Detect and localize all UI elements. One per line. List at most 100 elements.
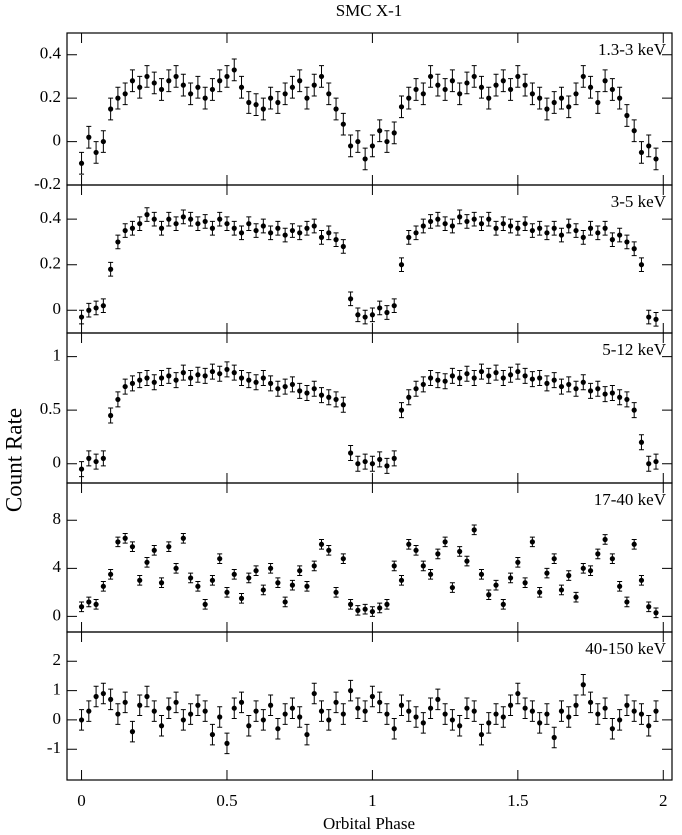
data-point — [602, 536, 608, 543]
data-point — [537, 375, 543, 381]
data-point — [457, 375, 463, 381]
data-point — [544, 230, 550, 236]
data-point — [522, 705, 528, 711]
data-point — [435, 377, 441, 383]
data-point — [500, 221, 506, 227]
data-point — [617, 583, 623, 589]
data-point — [384, 601, 390, 607]
data-point — [188, 216, 194, 222]
data-point — [537, 720, 543, 726]
data-point — [449, 78, 455, 84]
y-tick-label: -0.2 — [34, 174, 61, 193]
data-point — [435, 82, 441, 88]
data-point — [377, 456, 383, 463]
data-point — [362, 606, 368, 612]
panel-frame — [66, 32, 673, 186]
data-point — [515, 368, 521, 375]
data-point — [253, 102, 259, 108]
data-point — [355, 138, 361, 145]
panel-label: 1.3-3 keV — [598, 40, 667, 59]
data-point — [435, 551, 441, 557]
data-point — [638, 711, 645, 717]
data-point — [464, 558, 470, 564]
data-point — [544, 570, 550, 576]
data-point — [318, 541, 325, 547]
data-point — [544, 380, 550, 386]
y-tick-label: 1 — [53, 345, 62, 364]
data-point — [304, 583, 310, 589]
data-point — [304, 731, 310, 738]
data-point — [231, 67, 237, 73]
data-point — [311, 563, 317, 569]
data-point — [122, 227, 128, 234]
data-point — [100, 583, 106, 589]
x-tick-label: 2 — [659, 791, 668, 810]
data-point — [486, 95, 492, 101]
data-point — [522, 82, 528, 88]
data-point — [427, 571, 434, 577]
data-point — [464, 80, 470, 86]
data-point — [326, 230, 332, 236]
data-point — [638, 262, 645, 268]
data-point — [522, 221, 528, 227]
data-point — [413, 547, 419, 553]
data-point — [377, 699, 383, 705]
data-point — [384, 711, 390, 717]
y-axis-label: Count Rate — [1, 408, 26, 512]
data-point — [573, 227, 579, 234]
data-point — [391, 130, 397, 136]
data-point — [122, 91, 128, 97]
data-point — [78, 314, 85, 320]
data-point — [529, 539, 535, 545]
data-point — [566, 714, 572, 720]
data-point — [486, 720, 492, 726]
panel-frame — [66, 631, 673, 781]
data-point — [231, 370, 237, 376]
data-point — [275, 580, 281, 586]
data-point — [326, 394, 332, 400]
data-point — [493, 82, 499, 88]
data-point — [93, 458, 99, 465]
data-point — [442, 221, 448, 227]
data-point — [238, 230, 245, 236]
data-point — [493, 582, 499, 588]
data-point — [93, 693, 99, 700]
y-tick-label: -1 — [47, 738, 61, 757]
data-point — [602, 78, 608, 84]
data-point — [108, 696, 114, 703]
data-point — [602, 391, 608, 397]
data-point — [108, 412, 114, 419]
data-point — [398, 262, 405, 268]
panel-frame — [66, 184, 673, 334]
data-point — [144, 212, 150, 218]
data-point — [471, 708, 477, 714]
data-point — [464, 371, 470, 377]
data-point — [129, 225, 136, 231]
data-point — [427, 218, 434, 225]
data-point — [333, 589, 339, 595]
y-tick-label: 4 — [53, 557, 62, 576]
data-point — [442, 86, 448, 93]
data-point — [246, 723, 252, 729]
data-point — [217, 714, 223, 720]
data-point — [289, 227, 296, 234]
data-point — [384, 309, 390, 316]
data-point — [86, 599, 92, 605]
data-point — [238, 84, 245, 90]
data-point — [478, 731, 485, 738]
data-point — [507, 575, 514, 581]
data-point — [486, 592, 492, 598]
data-point — [529, 708, 535, 714]
data-point — [347, 688, 354, 694]
data-point — [282, 91, 288, 97]
data-point — [369, 312, 376, 318]
data-point — [653, 458, 659, 465]
x-tick-label: 0 — [77, 791, 86, 810]
data-point — [427, 375, 434, 381]
data-point — [631, 246, 637, 252]
data-point — [566, 104, 572, 110]
data-point — [624, 702, 630, 708]
data-point — [93, 149, 99, 156]
data-point — [158, 225, 165, 231]
data-point — [340, 121, 346, 127]
